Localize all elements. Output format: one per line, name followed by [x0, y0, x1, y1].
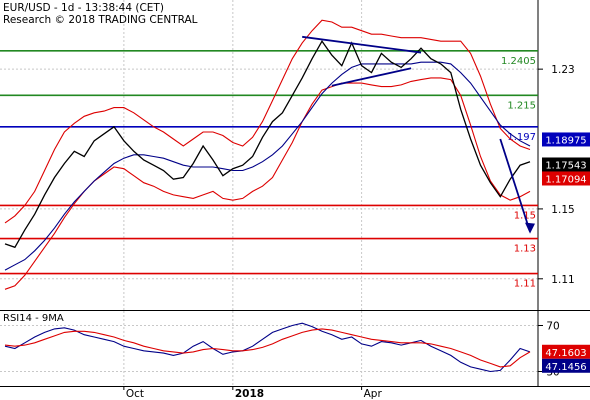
level-label-2: 1.197 — [507, 132, 536, 143]
rsi-series-rsi — [4, 322, 531, 373]
level-label-0: 1.2405 — [501, 56, 536, 67]
price-tags: 1.18975 1.17543 1.17094 — [542, 132, 590, 186]
price-tag-box-1 — [542, 157, 590, 172]
level-label-5: 1.11 — [514, 279, 536, 290]
chart-title: EUR/USD - 1d - 13:38:44 (CET) — [3, 2, 164, 14]
price-tag-label-0: 1.18975 — [545, 135, 586, 146]
rsi-tags: 47.1603 47.1456 — [542, 344, 590, 373]
rsi-tag-box-1 — [542, 358, 590, 373]
price-tag-label-2: 1.17094 — [545, 174, 586, 185]
projection-arrowhead — [525, 222, 535, 234]
rsi-tag-label-0: 47.1603 — [545, 348, 586, 359]
price-tag-box-2 — [542, 171, 590, 186]
trendlines — [302, 35, 535, 234]
trendline-0 — [302, 35, 422, 54]
trendline-2 — [499, 138, 531, 232]
rsi-panel-label: RSI14 - 9MA — [3, 313, 64, 324]
price-tag-box-0 — [542, 132, 590, 147]
rsi-panel-grid — [0, 311, 538, 386]
xtick-label-2: Apr — [364, 388, 383, 400]
price-panel-grid — [0, 0, 538, 310]
rsi-tag-box-0 — [542, 344, 590, 359]
series-close — [4, 39, 531, 249]
rsi-series-ma — [4, 328, 531, 368]
x-axis-labels: Oct 2018 Apr — [123, 386, 383, 400]
level-label-1: 1.215 — [507, 100, 536, 111]
rsi-tag-label-1: 47.1456 — [545, 362, 586, 373]
level-label-4: 1.13 — [514, 244, 536, 255]
xtick-label-1: 2018 — [235, 388, 264, 400]
rsi-series-lines — [4, 322, 531, 373]
series-band-upper — [4, 19, 531, 224]
price-y-ticks: 1.23 1.15 1.11 — [538, 64, 575, 286]
price-ytick-label-0: 1.23 — [551, 64, 574, 76]
series-moving-average — [4, 61, 531, 271]
price-ytick-label-1: 1.15 — [551, 204, 574, 216]
rsi-ytick-label-0: 70 — [546, 321, 559, 333]
price-tag-label-1: 1.17543 — [545, 160, 586, 171]
xtick-label-0: Oct — [126, 388, 144, 400]
price-series-lines — [4, 19, 531, 290]
trendline-1 — [331, 67, 412, 87]
chart-subtitle: Research © 2018 TRADING CENTRAL — [3, 14, 198, 26]
price-ytick-label-2: 1.11 — [551, 274, 574, 286]
